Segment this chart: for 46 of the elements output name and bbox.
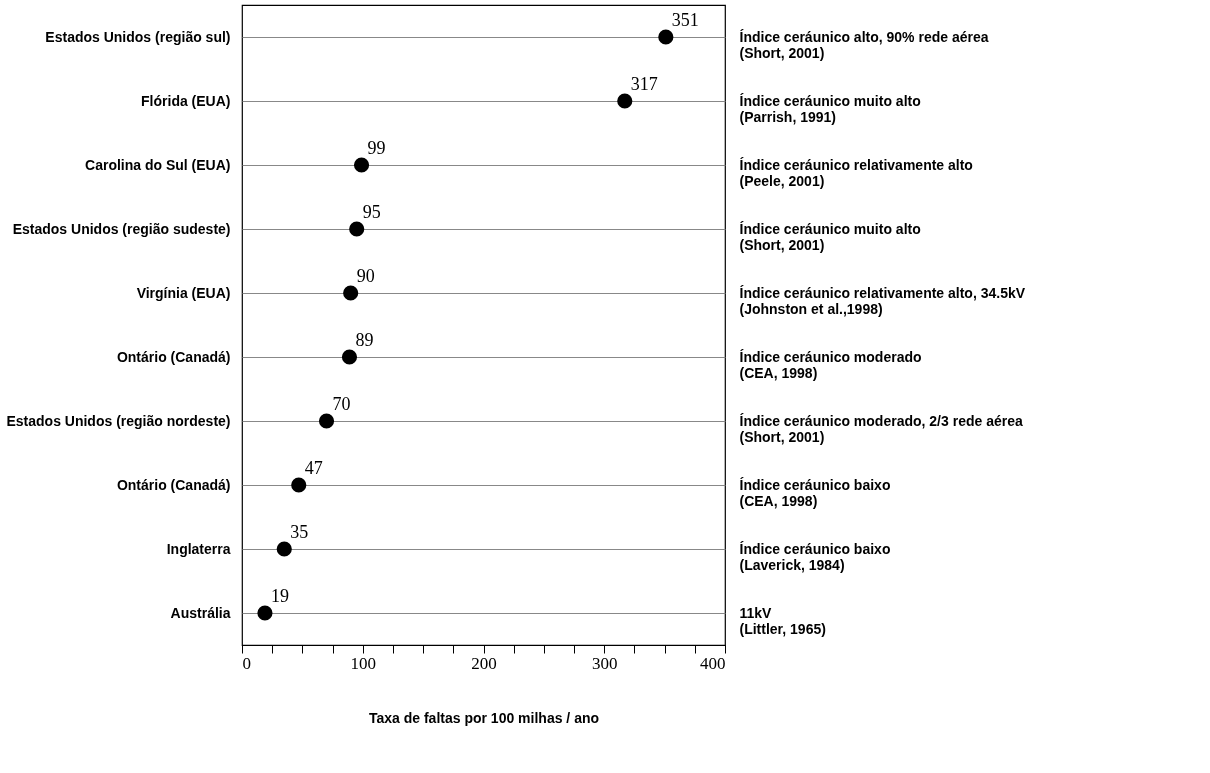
y-tick-label: Estados Unidos (região sudeste) <box>12 220 231 237</box>
y2-tick-label: 11kV (Littler, 1965) <box>739 604 826 637</box>
data-label: 95 <box>362 202 381 222</box>
y2-tick-label: Índice ceráunico moderado, 2/3 rede aérea (Short, 2001) <box>739 412 1023 445</box>
point <box>341 349 358 365</box>
y2-tick-label: Índice ceráunico muito alto (Short, 2001) <box>739 220 921 253</box>
y-tick-label: Flórida (EUA) <box>141 92 231 109</box>
point <box>318 413 335 429</box>
y-tick-label: Virgínia (EUA) <box>136 284 231 301</box>
y-tick-label: Ontário (Canadá) <box>116 348 231 365</box>
data-label: 99 <box>367 138 386 158</box>
point <box>276 541 292 557</box>
x-tick-label: 200 <box>471 653 497 673</box>
data-label: 317 <box>630 74 658 94</box>
y2-tick-label: Índice ceráunico baixo (Laverick, 1984) <box>739 540 891 573</box>
data-label: 35 <box>290 522 309 542</box>
y2-tick-label: Índice ceráunico baixo (CEA, 1998) <box>739 476 891 509</box>
x-tick-label: 100 <box>350 653 376 673</box>
y-tick-label: Estados Unidos (região nordeste) <box>6 412 231 429</box>
data-label: 89 <box>355 330 374 350</box>
x-tick-label: 400 <box>700 653 726 673</box>
y2-tick-label: Índice ceráunico moderado (CEA, 1998) <box>739 348 922 381</box>
data-label: 90 <box>356 266 375 286</box>
data-label: 19 <box>270 586 289 606</box>
point <box>343 285 359 301</box>
y-tick-label: Inglaterra <box>166 540 231 557</box>
y2-tick-label: Índice ceráunico relativamente alto, 34.5kV (Johnston et al.,1998) <box>739 284 1026 317</box>
y-tick-label: Austrália <box>170 604 231 621</box>
y-tick-label: Estados Unidos (região sul) <box>45 28 231 45</box>
x-tick-label: 0 <box>242 653 251 673</box>
point <box>349 221 365 237</box>
x-tick-label: 300 <box>592 653 618 673</box>
point <box>353 157 370 173</box>
point <box>658 29 674 45</box>
data-label: 47 <box>304 458 323 478</box>
point <box>291 477 307 493</box>
y-tick-label: Ontário (Canadá) <box>116 476 231 493</box>
x-axis-title: Taxa de faltas por 100 milhas / ano <box>368 709 600 726</box>
y-tick-label: Carolina do Sul (EUA) <box>85 156 231 173</box>
data-label: 351 <box>671 10 699 30</box>
y2-tick-label: Índice ceráunico muito alto (Parrish, 1991) <box>739 92 921 125</box>
y2-tick-label: Índice ceráunico alto, 90% rede aérea (Short, 2001) <box>739 28 989 61</box>
point <box>617 93 633 109</box>
point <box>257 605 273 621</box>
data-label: 70 <box>332 394 351 414</box>
y2-tick-label: Índice ceráunico relativamente alto (Peele, 2001) <box>739 156 973 189</box>
